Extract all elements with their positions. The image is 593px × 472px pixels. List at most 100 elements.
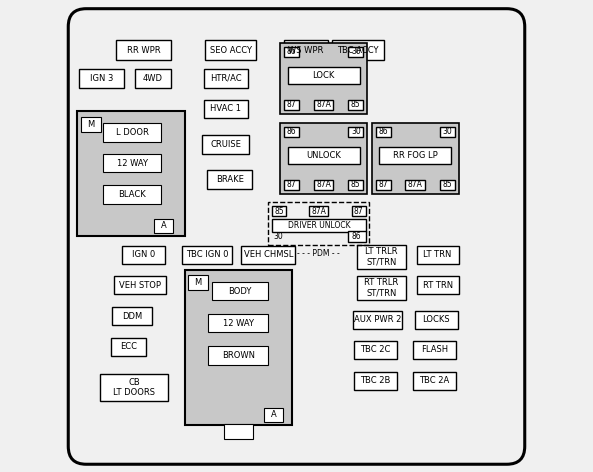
Bar: [348, 100, 364, 110]
Text: A: A: [270, 410, 276, 419]
Bar: [183, 246, 232, 264]
Text: HTR/AC: HTR/AC: [210, 74, 242, 83]
Bar: [413, 372, 456, 390]
Bar: [332, 40, 384, 60]
Bar: [288, 67, 359, 84]
Text: 12 WAY: 12 WAY: [116, 159, 148, 168]
Bar: [112, 307, 152, 325]
Text: 87A: 87A: [408, 180, 423, 189]
Text: VEH CHMSL: VEH CHMSL: [244, 250, 293, 259]
Text: TBC ACCY: TBC ACCY: [337, 46, 378, 55]
Text: DRIVER UNLOCK: DRIVER UNLOCK: [288, 221, 350, 230]
Text: 86: 86: [378, 127, 388, 136]
Bar: [185, 270, 292, 425]
Text: IGN 0: IGN 0: [132, 250, 155, 259]
Text: 87A: 87A: [316, 180, 331, 189]
Bar: [416, 246, 459, 264]
Bar: [154, 219, 173, 233]
Text: WS WPR: WS WPR: [288, 46, 324, 55]
Text: 87: 87: [354, 207, 364, 216]
Bar: [203, 100, 248, 118]
Bar: [205, 40, 257, 60]
Text: LT TRN: LT TRN: [423, 250, 452, 259]
Text: RT TRN: RT TRN: [423, 281, 452, 290]
Bar: [354, 341, 397, 359]
Text: A: A: [161, 221, 166, 230]
Text: 30: 30: [351, 127, 361, 136]
Text: 87: 87: [286, 180, 296, 189]
Bar: [356, 245, 406, 269]
Bar: [348, 127, 364, 137]
Text: TBC 2C: TBC 2C: [361, 346, 391, 354]
Bar: [284, 100, 299, 110]
Text: M: M: [87, 120, 94, 129]
Bar: [100, 374, 168, 401]
Bar: [283, 40, 329, 60]
Bar: [380, 147, 451, 164]
Bar: [416, 277, 459, 295]
Bar: [280, 123, 367, 194]
Bar: [413, 341, 456, 359]
Text: DDM: DDM: [122, 312, 142, 320]
Bar: [272, 206, 286, 216]
Bar: [284, 127, 299, 137]
Bar: [440, 127, 455, 137]
Bar: [352, 206, 366, 216]
Text: 85: 85: [443, 180, 452, 189]
Bar: [202, 135, 250, 154]
Bar: [103, 154, 161, 172]
Text: 86: 86: [286, 48, 296, 57]
Bar: [375, 179, 391, 190]
Bar: [111, 337, 146, 355]
Text: IGN 3: IGN 3: [90, 74, 113, 83]
Text: L DOOR: L DOOR: [116, 128, 148, 137]
Bar: [353, 311, 402, 329]
Text: VEH STOP: VEH STOP: [119, 281, 161, 290]
Text: 87: 87: [378, 180, 388, 189]
Text: SEO ACCY: SEO ACCY: [209, 46, 251, 55]
Text: ECC: ECC: [120, 342, 137, 351]
Bar: [348, 231, 366, 242]
Bar: [114, 277, 166, 295]
Bar: [288, 147, 359, 164]
Text: BRAKE: BRAKE: [216, 175, 244, 184]
Text: 85: 85: [351, 180, 361, 189]
Text: UNLOCK: UNLOCK: [306, 151, 341, 160]
Text: LT TRLR
ST/TRN: LT TRLR ST/TRN: [365, 247, 397, 267]
Text: M: M: [195, 278, 202, 287]
Bar: [212, 282, 268, 301]
Bar: [122, 246, 165, 264]
Bar: [354, 372, 397, 390]
Text: 30: 30: [443, 127, 452, 136]
Text: AUX PWR 2: AUX PWR 2: [354, 315, 401, 324]
Bar: [280, 43, 367, 114]
Bar: [76, 111, 185, 236]
Bar: [81, 118, 101, 133]
Text: 87: 87: [286, 100, 296, 109]
Text: 30: 30: [351, 48, 361, 57]
Bar: [284, 47, 299, 57]
Bar: [314, 100, 333, 110]
Bar: [188, 275, 208, 290]
Text: FLASH: FLASH: [421, 346, 448, 354]
Bar: [348, 179, 364, 190]
Text: 85: 85: [275, 207, 284, 216]
Bar: [116, 40, 171, 60]
Text: LOCK: LOCK: [313, 71, 334, 80]
Bar: [208, 314, 268, 332]
Bar: [79, 69, 123, 88]
Text: 4WD: 4WD: [143, 74, 163, 83]
Bar: [208, 170, 252, 189]
Bar: [225, 424, 253, 439]
Bar: [241, 246, 295, 264]
Bar: [375, 127, 391, 137]
Text: BROWN: BROWN: [222, 351, 254, 360]
Bar: [268, 202, 369, 245]
Text: 30: 30: [274, 232, 283, 241]
Text: 12 WAY: 12 WAY: [222, 319, 254, 328]
Bar: [372, 123, 459, 194]
Text: 85: 85: [351, 100, 361, 109]
Bar: [263, 408, 283, 422]
Bar: [103, 123, 161, 142]
Bar: [135, 69, 171, 88]
